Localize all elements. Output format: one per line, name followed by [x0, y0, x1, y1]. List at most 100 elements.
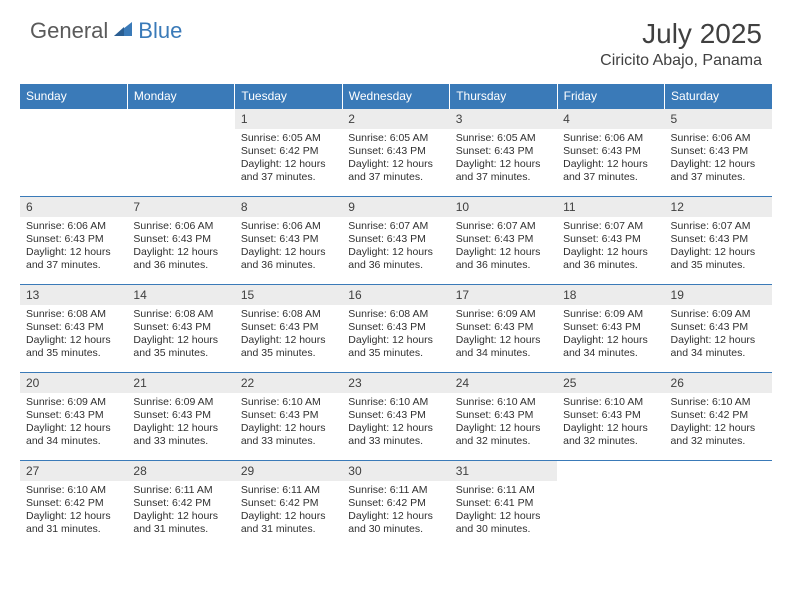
day-number: 2	[342, 109, 449, 129]
day-cell: 11Sunrise: 6:07 AMSunset: 6:43 PMDayligh…	[557, 197, 664, 285]
logo-sail-icon	[112, 20, 134, 43]
day-details: Sunrise: 6:08 AMSunset: 6:43 PMDaylight:…	[20, 305, 127, 365]
month-title: July 2025	[600, 18, 762, 50]
empty-cell	[20, 109, 127, 197]
day-details: Sunrise: 6:06 AMSunset: 6:43 PMDaylight:…	[557, 129, 664, 189]
day-cell: 7Sunrise: 6:06 AMSunset: 6:43 PMDaylight…	[127, 197, 234, 285]
day-number: 20	[20, 373, 127, 393]
day-cell: 28Sunrise: 6:11 AMSunset: 6:42 PMDayligh…	[127, 461, 234, 549]
day-cell: 29Sunrise: 6:11 AMSunset: 6:42 PMDayligh…	[235, 461, 342, 549]
day-number: 3	[450, 109, 557, 129]
day-cell: 1Sunrise: 6:05 AMSunset: 6:42 PMDaylight…	[235, 109, 342, 197]
day-number: 13	[20, 285, 127, 305]
day-number: 4	[557, 109, 664, 129]
day-cell: 23Sunrise: 6:10 AMSunset: 6:43 PMDayligh…	[342, 373, 449, 461]
day-number: 31	[450, 461, 557, 481]
day-cell: 9Sunrise: 6:07 AMSunset: 6:43 PMDaylight…	[342, 197, 449, 285]
day-number: 7	[127, 197, 234, 217]
day-number: 28	[127, 461, 234, 481]
day-cell: 15Sunrise: 6:08 AMSunset: 6:43 PMDayligh…	[235, 285, 342, 373]
day-number: 30	[342, 461, 449, 481]
day-details: Sunrise: 6:10 AMSunset: 6:43 PMDaylight:…	[235, 393, 342, 453]
day-cell: 20Sunrise: 6:09 AMSunset: 6:43 PMDayligh…	[20, 373, 127, 461]
day-details: Sunrise: 6:07 AMSunset: 6:43 PMDaylight:…	[665, 217, 772, 277]
day-number: 22	[235, 373, 342, 393]
day-header: Thursday	[450, 84, 557, 109]
day-details: Sunrise: 6:09 AMSunset: 6:43 PMDaylight:…	[557, 305, 664, 365]
day-cell: 10Sunrise: 6:07 AMSunset: 6:43 PMDayligh…	[450, 197, 557, 285]
day-cell: 17Sunrise: 6:09 AMSunset: 6:43 PMDayligh…	[450, 285, 557, 373]
day-number: 16	[342, 285, 449, 305]
day-details: Sunrise: 6:10 AMSunset: 6:42 PMDaylight:…	[665, 393, 772, 453]
day-details: Sunrise: 6:11 AMSunset: 6:42 PMDaylight:…	[235, 481, 342, 541]
day-cell: 16Sunrise: 6:08 AMSunset: 6:43 PMDayligh…	[342, 285, 449, 373]
day-cell: 5Sunrise: 6:06 AMSunset: 6:43 PMDaylight…	[665, 109, 772, 197]
day-details: Sunrise: 6:09 AMSunset: 6:43 PMDaylight:…	[127, 393, 234, 453]
day-number: 25	[557, 373, 664, 393]
logo-text-general: General	[30, 18, 108, 44]
day-cell: 3Sunrise: 6:05 AMSunset: 6:43 PMDaylight…	[450, 109, 557, 197]
day-details: Sunrise: 6:08 AMSunset: 6:43 PMDaylight:…	[127, 305, 234, 365]
logo: General Blue	[30, 18, 182, 44]
day-details: Sunrise: 6:11 AMSunset: 6:42 PMDaylight:…	[127, 481, 234, 541]
day-number: 11	[557, 197, 664, 217]
day-cell: 8Sunrise: 6:06 AMSunset: 6:43 PMDaylight…	[235, 197, 342, 285]
day-details: Sunrise: 6:11 AMSunset: 6:42 PMDaylight:…	[342, 481, 449, 541]
day-details: Sunrise: 6:06 AMSunset: 6:43 PMDaylight:…	[665, 129, 772, 189]
day-details: Sunrise: 6:11 AMSunset: 6:41 PMDaylight:…	[450, 481, 557, 541]
empty-cell	[665, 461, 772, 549]
day-cell: 25Sunrise: 6:10 AMSunset: 6:43 PMDayligh…	[557, 373, 664, 461]
day-details: Sunrise: 6:10 AMSunset: 6:43 PMDaylight:…	[450, 393, 557, 453]
day-cell: 19Sunrise: 6:09 AMSunset: 6:43 PMDayligh…	[665, 285, 772, 373]
day-header: Saturday	[665, 84, 772, 109]
day-number: 14	[127, 285, 234, 305]
day-cell: 14Sunrise: 6:08 AMSunset: 6:43 PMDayligh…	[127, 285, 234, 373]
day-number: 9	[342, 197, 449, 217]
day-header: Friday	[557, 84, 664, 109]
day-details: Sunrise: 6:10 AMSunset: 6:43 PMDaylight:…	[557, 393, 664, 453]
day-details: Sunrise: 6:05 AMSunset: 6:43 PMDaylight:…	[450, 129, 557, 189]
day-details: Sunrise: 6:10 AMSunset: 6:43 PMDaylight:…	[342, 393, 449, 453]
day-number: 17	[450, 285, 557, 305]
day-details: Sunrise: 6:10 AMSunset: 6:42 PMDaylight:…	[20, 481, 127, 541]
day-details: Sunrise: 6:07 AMSunset: 6:43 PMDaylight:…	[557, 217, 664, 277]
day-number: 5	[665, 109, 772, 129]
day-cell: 12Sunrise: 6:07 AMSunset: 6:43 PMDayligh…	[665, 197, 772, 285]
location: Ciricito Abajo, Panama	[600, 52, 762, 70]
day-number: 26	[665, 373, 772, 393]
day-number: 12	[665, 197, 772, 217]
header: General Blue July 2025 Ciricito Abajo, P…	[0, 0, 792, 76]
day-cell: 2Sunrise: 6:05 AMSunset: 6:43 PMDaylight…	[342, 109, 449, 197]
day-number: 29	[235, 461, 342, 481]
day-details: Sunrise: 6:06 AMSunset: 6:43 PMDaylight:…	[235, 217, 342, 277]
calendar-week-row: 20Sunrise: 6:09 AMSunset: 6:43 PMDayligh…	[20, 373, 772, 461]
day-details: Sunrise: 6:06 AMSunset: 6:43 PMDaylight:…	[20, 217, 127, 277]
calendar-week-row: 6Sunrise: 6:06 AMSunset: 6:43 PMDaylight…	[20, 197, 772, 285]
day-number: 27	[20, 461, 127, 481]
day-cell: 13Sunrise: 6:08 AMSunset: 6:43 PMDayligh…	[20, 285, 127, 373]
day-number: 15	[235, 285, 342, 305]
logo-text-blue: Blue	[138, 18, 182, 44]
day-cell: 31Sunrise: 6:11 AMSunset: 6:41 PMDayligh…	[450, 461, 557, 549]
day-header: Monday	[127, 84, 234, 109]
empty-cell	[557, 461, 664, 549]
calendar-week-row: 13Sunrise: 6:08 AMSunset: 6:43 PMDayligh…	[20, 285, 772, 373]
calendar-week-row: 27Sunrise: 6:10 AMSunset: 6:42 PMDayligh…	[20, 461, 772, 549]
calendar-week-row: 1Sunrise: 6:05 AMSunset: 6:42 PMDaylight…	[20, 109, 772, 197]
day-cell: 26Sunrise: 6:10 AMSunset: 6:42 PMDayligh…	[665, 373, 772, 461]
day-number: 6	[20, 197, 127, 217]
day-cell: 24Sunrise: 6:10 AMSunset: 6:43 PMDayligh…	[450, 373, 557, 461]
day-number: 19	[665, 285, 772, 305]
day-details: Sunrise: 6:07 AMSunset: 6:43 PMDaylight:…	[450, 217, 557, 277]
day-number: 1	[235, 109, 342, 129]
day-number: 18	[557, 285, 664, 305]
day-header: Tuesday	[235, 84, 342, 109]
day-cell: 30Sunrise: 6:11 AMSunset: 6:42 PMDayligh…	[342, 461, 449, 549]
day-details: Sunrise: 6:08 AMSunset: 6:43 PMDaylight:…	[342, 305, 449, 365]
day-number: 23	[342, 373, 449, 393]
day-cell: 27Sunrise: 6:10 AMSunset: 6:42 PMDayligh…	[20, 461, 127, 549]
day-number: 21	[127, 373, 234, 393]
day-header: Wednesday	[342, 84, 449, 109]
day-details: Sunrise: 6:09 AMSunset: 6:43 PMDaylight:…	[20, 393, 127, 453]
title-block: July 2025 Ciricito Abajo, Panama	[600, 18, 762, 70]
